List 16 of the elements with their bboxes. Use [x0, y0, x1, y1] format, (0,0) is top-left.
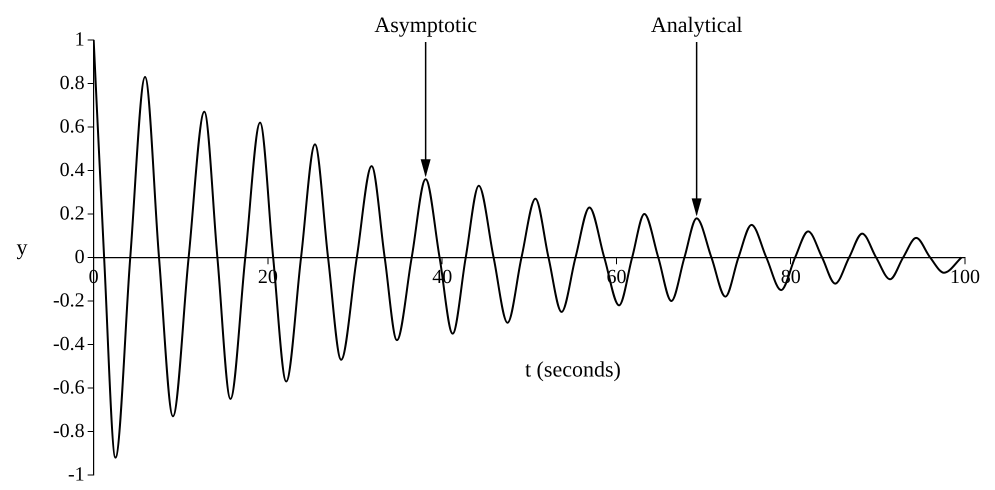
y-tick-label: -0.6	[52, 376, 85, 398]
y-tick-label: 0.2	[60, 202, 85, 224]
y-axis-title: y	[16, 234, 28, 260]
y-tick-label: 0.6	[60, 115, 85, 138]
y-tick-label: -1	[68, 463, 85, 486]
annotation: Analytical	[650, 12, 742, 37]
y-tick-label: 0.4	[60, 158, 85, 181]
y-tick-label: 0	[74, 246, 85, 268]
y-tick-label: -0.8	[52, 420, 85, 442]
y-tick-label: -0.4	[52, 332, 85, 355]
annotation: Asymptotic	[374, 12, 478, 37]
y-tick-label: 1	[74, 28, 85, 50]
x-axis-title: t (seconds)	[524, 356, 621, 382]
x-tick-label: 100	[950, 266, 980, 288]
y-tick-label: 0.8	[60, 72, 85, 94]
y-tick-label: -0.2	[52, 289, 85, 312]
